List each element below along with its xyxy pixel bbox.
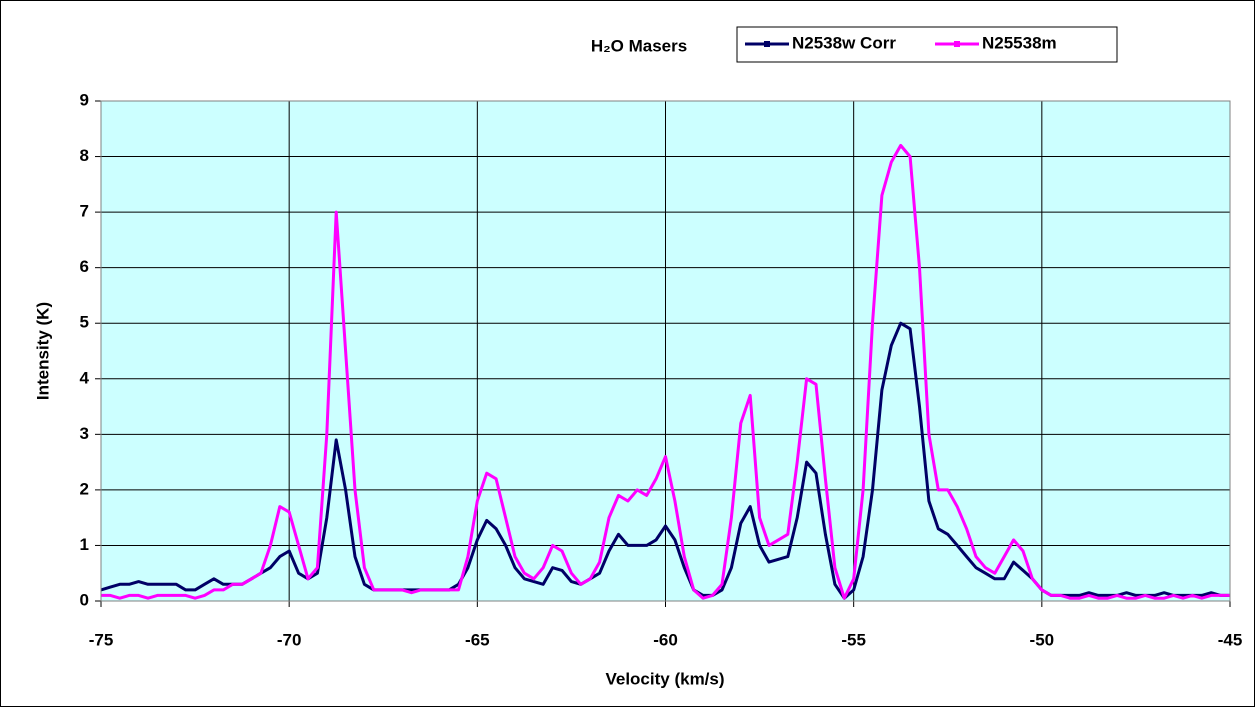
x-tick-label: -65 <box>465 630 490 649</box>
x-tick-label: -70 <box>277 630 302 649</box>
legend-label: N2538w Corr <box>792 33 896 52</box>
x-tick-label: -60 <box>653 630 678 649</box>
y-tick-label: 2 <box>80 479 89 498</box>
y-tick-label: 3 <box>80 424 89 443</box>
y-tick-label: 0 <box>80 590 89 609</box>
x-tick-label: -45 <box>1218 630 1243 649</box>
y-tick-label: 7 <box>80 202 89 221</box>
legend <box>736 26 1118 63</box>
legend-label: N25538m <box>982 33 1057 52</box>
y-tick-label: 6 <box>80 257 89 276</box>
y-tick-label: 9 <box>80 90 89 109</box>
x-tick-label: -75 <box>89 630 114 649</box>
legend-marker <box>954 41 960 47</box>
y-axis-label: Intensity (K) <box>33 302 52 400</box>
y-tick-label: 5 <box>80 313 89 332</box>
x-tick-label: -50 <box>1030 630 1055 649</box>
plot-frame <box>100 100 1231 602</box>
x-axis-label: Velocity (km/s) <box>605 669 724 688</box>
legend-marker <box>764 41 770 47</box>
series-line <box>101 143 1230 600</box>
y-tick-label: 8 <box>80 146 89 165</box>
x-tick-label: -55 <box>841 630 866 649</box>
y-tick-label: 1 <box>80 535 89 554</box>
chart-title: H₂O Masers <box>591 36 687 55</box>
y-tick-label: 4 <box>80 368 90 387</box>
